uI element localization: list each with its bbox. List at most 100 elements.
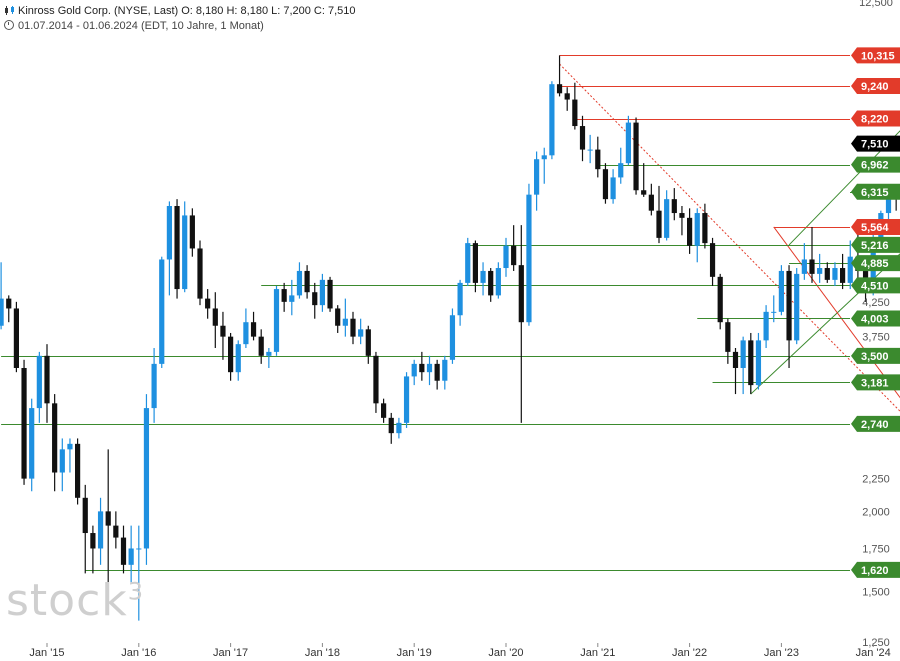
candle-body-2019-07 [457, 282, 463, 316]
level-label-4,510-text: 4,510 [861, 280, 889, 292]
candle-body-2023-06 [817, 268, 823, 274]
price-tick-1,500: 1,500 [862, 586, 890, 598]
candle-body-2016-02 [143, 408, 150, 549]
candle-body-2022-04 [709, 243, 716, 277]
candle-body-2018-10 [388, 417, 394, 434]
level-label-6,962-text: 6,962 [861, 160, 889, 172]
trendlines-layer [559, 63, 900, 412]
candle-body-2022-12 [771, 311, 777, 313]
candle-body-2023-10 [847, 256, 853, 283]
candle-body-2015-01 [44, 355, 50, 404]
level-label-2,740-text: 2,740 [861, 419, 889, 431]
candle-body-2020-09 [564, 93, 570, 100]
level-label-5,216-pill [851, 236, 900, 253]
candle-body-2019-03 [426, 363, 433, 373]
candle-body-2019-01 [411, 363, 417, 377]
candle-body-2014-11 [29, 408, 35, 479]
candle-body-2018-04 [342, 318, 348, 326]
candle-body-2016-10 [205, 298, 211, 309]
time-label-2015-01: Jan '15 [29, 647, 64, 659]
horizontal-levels-layer [1, 55, 889, 571]
candle-body-2020-10 [572, 99, 578, 127]
candle-body-2017-06 [266, 351, 272, 356]
level-label-5,564-pill [851, 218, 900, 235]
level-label-8,220-pill [851, 110, 900, 127]
level-label-3,181-text: 3,181 [861, 377, 889, 389]
current-price-label-text: 7,510 [861, 139, 889, 151]
candle-body-2016-12 [220, 325, 226, 337]
candle-body-2015-07 [90, 533, 96, 549]
candle-body-2019-08 [465, 243, 471, 283]
level-label-3,500-pill [851, 347, 900, 364]
candle-body-2021-06 [633, 122, 639, 191]
time-label-2019-01: Jan '19 [397, 647, 432, 659]
level-label-8,220-text: 8,220 [861, 114, 889, 126]
candle-body-2015-08 [97, 511, 104, 549]
candle-body-2016-07 [182, 215, 188, 290]
candle-body-2022-11 [763, 311, 769, 341]
candle-body-2020-08 [556, 84, 563, 94]
candle-body-2018-12 [403, 376, 410, 423]
candle-body-2016-08 [189, 215, 195, 249]
level-label-9,240-pill [851, 77, 900, 94]
candle-body-2022-05 [717, 276, 723, 323]
candle-body-2015-02 [52, 403, 58, 473]
candlestick-icon [5, 6, 14, 15]
candle-body-2014-07 [0, 298, 4, 326]
candle-body-2021-12 [679, 213, 685, 218]
candle-body-2020-01 [503, 245, 509, 269]
candle-body-2023-09 [840, 268, 846, 283]
candle-body-2016-06 [174, 206, 180, 290]
time-label-2021-01: Jan '21 [580, 647, 615, 659]
candle-body-2020-06 [541, 155, 547, 160]
clock-icon [4, 20, 14, 30]
price-tick-1,750: 1,750 [862, 543, 890, 555]
candle-body-2023-05 [809, 259, 815, 274]
candle-body-2015-09 [105, 511, 111, 526]
stock3-watermark: stock3 [6, 575, 144, 626]
chart-period: 01.07.2014 - 01.06.2024 (EDT, 10 Jahre, … [4, 20, 264, 32]
candle-body-2022-02 [694, 213, 700, 246]
level-label-1,620-text: 1,620 [861, 565, 889, 577]
candle-body-2023-01 [778, 270, 784, 312]
candle-body-2018-05 [350, 318, 356, 337]
candle-body-2020-05 [534, 159, 540, 195]
price-tick-2,000: 2,000 [862, 506, 890, 518]
time-label-2022-01: Jan '22 [672, 647, 707, 659]
candle-body-2020-11 [579, 126, 586, 150]
candle-body-2016-11 [212, 308, 218, 326]
candle-body-2022-08 [740, 340, 746, 368]
current-price-label-pill [851, 135, 900, 152]
candle-body-2021-04 [618, 163, 624, 178]
candle-body-2017-07 [273, 289, 280, 352]
candle-body-2020-12 [587, 149, 593, 151]
candle-body-2015-05 [75, 443, 81, 498]
price-tick-3,750: 3,750 [862, 332, 890, 344]
level-label-4,510-pill [851, 277, 900, 294]
candle-body-2016-01 [136, 548, 142, 550]
candles-layer [0, 55, 899, 621]
candle-body-2015-12 [128, 548, 134, 565]
candle-body-2015-11 [120, 537, 127, 565]
candle-body-2021-09 [656, 210, 662, 238]
candle-body-2018-09 [381, 403, 387, 418]
candle-body-2022-03 [702, 213, 708, 244]
candle-body-2021-11 [671, 199, 677, 214]
candle-body-2014-12 [36, 355, 42, 409]
candle-body-2021-02 [602, 169, 609, 200]
period-text: 01.07.2014 - 01.06.2024 (EDT, 10 Jahre, … [18, 20, 264, 32]
candle-body-2021-10 [664, 199, 670, 238]
candle-body-2018-06 [358, 329, 364, 337]
candle-body-2017-12 [312, 292, 318, 306]
candle-body-2016-05 [166, 206, 172, 260]
candle-body-2017-08 [281, 289, 287, 302]
time-axis: Jan '15 Jan '16 Jan '17 Jan '18 Jan '19 Jan '… [29, 643, 891, 659]
level-label-9,240-text: 9,240 [861, 81, 889, 93]
candle-body-2021-08 [648, 194, 654, 211]
candle-body-2020-03 [518, 265, 524, 323]
candle-body-2019-12 [495, 268, 501, 296]
candle-body-2014-10 [21, 367, 27, 479]
level-label-2,740-pill [851, 415, 900, 432]
level-label-4,003-text: 4,003 [861, 313, 889, 325]
